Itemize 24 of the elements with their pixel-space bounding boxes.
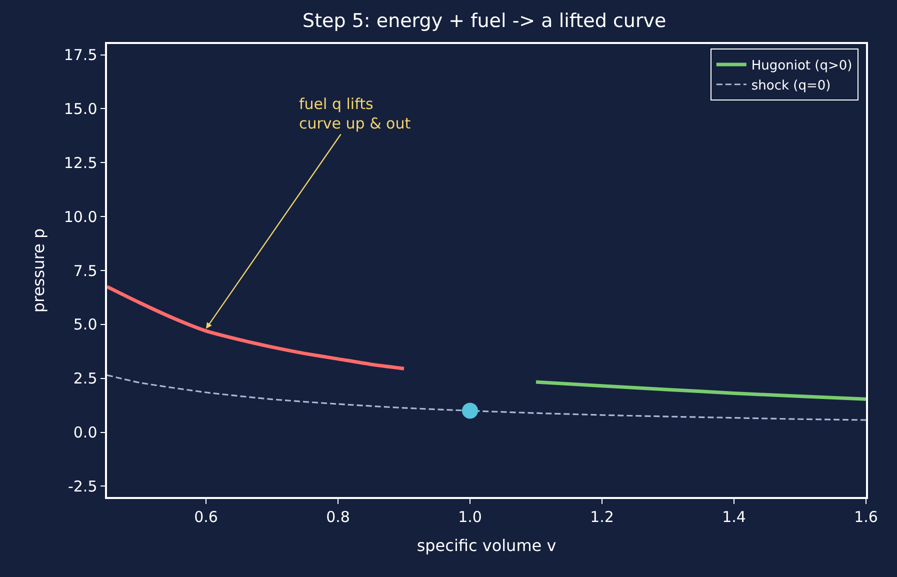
y-tick-label: 17.5 xyxy=(64,46,98,64)
y-tick-label: 7.5 xyxy=(73,262,98,280)
annotation: fuel q lifts curve up & out xyxy=(299,95,411,132)
chart-title: Step 5: energy + fuel -> a lifted curve xyxy=(302,10,666,32)
x-tick-label: 1.6 xyxy=(854,508,878,526)
legend-label: shock (q=0) xyxy=(751,78,831,94)
y-tick-label: 10.0 xyxy=(64,208,98,226)
line-series xyxy=(107,374,866,421)
legend-label: Hugoniot (q>0) xyxy=(751,58,852,74)
line-series xyxy=(534,380,866,401)
y-axis-title: pressure p xyxy=(29,228,48,313)
x-tick-label: 1.0 xyxy=(458,508,482,526)
x-tick-label: 1.2 xyxy=(590,508,614,526)
x-tick-label: 0.6 xyxy=(194,508,218,526)
y-tick-label: 5.0 xyxy=(73,316,98,334)
y-tick-label: 15.0 xyxy=(64,100,98,118)
line-series xyxy=(107,284,406,370)
y-tick-label: -2.5 xyxy=(68,477,98,496)
x-tick-label: 1.4 xyxy=(722,508,746,526)
x-tick-label: 0.8 xyxy=(326,508,350,526)
x-axis-title: specific volume v xyxy=(416,536,556,555)
y-tick-label: 2.5 xyxy=(73,370,98,388)
y-tick-label: 0.0 xyxy=(73,424,98,442)
y-tick-label: 12.5 xyxy=(64,154,98,172)
